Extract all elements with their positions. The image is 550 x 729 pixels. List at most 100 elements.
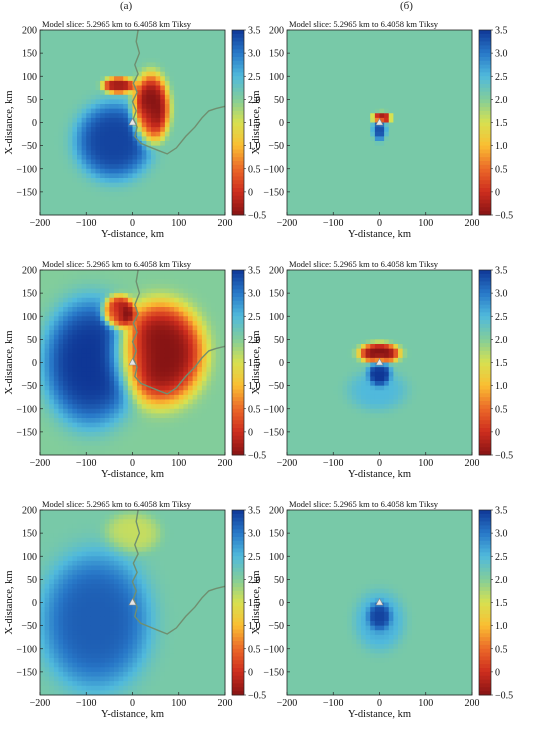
heatmap-cell — [155, 80, 161, 86]
heatmap-cell — [53, 325, 59, 331]
heatmap-cell — [220, 316, 226, 322]
heatmap-cell — [137, 131, 143, 137]
heatmap-cell — [192, 141, 198, 147]
heatmap-cell — [188, 413, 194, 419]
heatmap-cell — [63, 108, 69, 114]
heatmap-cell — [77, 127, 83, 133]
heatmap-cell — [72, 348, 78, 354]
heatmap-cell — [220, 311, 226, 317]
heatmap-cell — [430, 196, 436, 202]
heatmap-cell — [393, 201, 399, 207]
heatmap-cell — [365, 71, 371, 77]
heatmap-cell — [49, 48, 55, 54]
heatmap-cell — [439, 136, 445, 142]
heatmap-cell — [448, 201, 454, 207]
heatmap-cell — [183, 357, 189, 363]
heatmap-cell — [448, 164, 454, 170]
heatmap-cell — [58, 270, 64, 276]
heatmap-cell — [40, 399, 46, 405]
heatmap-cell — [425, 201, 431, 207]
heatmap-cell — [58, 85, 64, 91]
heatmap-cell — [132, 283, 138, 289]
heatmap-cell — [201, 357, 207, 363]
heatmap-cell — [160, 404, 166, 410]
heatmap-cell — [370, 30, 376, 36]
heatmap-cell — [109, 293, 115, 299]
heatmap-cell — [174, 288, 180, 294]
heatmap-cell — [155, 279, 161, 285]
heatmap-cell — [201, 71, 207, 77]
heatmap-cell — [462, 39, 468, 45]
heatmap-cell — [192, 131, 198, 137]
heatmap-cell — [384, 113, 390, 119]
heatmap-cell — [49, 399, 55, 405]
heatmap-cell — [421, 187, 427, 193]
heatmap-cell — [49, 191, 55, 197]
heatmap-cell — [444, 108, 450, 114]
heatmap-cell — [416, 122, 422, 128]
heatmap-cell — [118, 76, 124, 82]
heatmap-cell — [104, 436, 110, 442]
heatmap-cell — [458, 201, 464, 207]
heatmap-cell — [314, 108, 320, 114]
heatmap-cell — [324, 205, 330, 211]
heatmap-cell — [169, 376, 175, 382]
heatmap-cell — [95, 302, 101, 308]
heatmap-cell — [421, 173, 427, 179]
heatmap-cell — [201, 136, 207, 142]
heatmap-cell — [127, 145, 133, 151]
heatmap-cell — [86, 297, 92, 303]
heatmap-cell — [86, 117, 92, 123]
heatmap-cell — [388, 104, 394, 110]
heatmap-cell — [81, 90, 87, 96]
heatmap-cell — [49, 117, 55, 123]
heatmap-cell — [324, 154, 330, 160]
heatmap-cell — [439, 141, 445, 147]
heatmap-cell — [114, 293, 120, 299]
heatmap-cell — [333, 145, 339, 151]
heatmap-cell — [44, 353, 50, 359]
heatmap-cell — [384, 173, 390, 179]
heatmap-cell — [374, 145, 380, 151]
heatmap-cell — [215, 283, 221, 289]
heatmap-cell — [174, 48, 180, 54]
heatmap-cell — [379, 173, 385, 179]
heatmap-cell — [44, 344, 50, 350]
heatmap-cell — [305, 34, 311, 40]
heatmap-cell — [49, 348, 55, 354]
heatmap-cell — [215, 85, 221, 91]
heatmap-cell — [296, 210, 302, 216]
heatmap-cell — [351, 117, 357, 123]
heatmap-cell — [361, 94, 367, 100]
heatmap-cell — [448, 131, 454, 137]
heatmap-cell — [40, 145, 46, 151]
heatmap-cell — [77, 270, 83, 276]
heatmap-cell — [467, 182, 473, 188]
heatmap-cell — [328, 191, 334, 197]
heatmap-cell — [44, 178, 50, 184]
heatmap-cell — [40, 117, 46, 123]
heatmap-cell — [328, 196, 334, 202]
heatmap-cell — [137, 381, 143, 387]
heatmap-cell — [40, 90, 46, 96]
heatmap-cell — [374, 85, 380, 91]
heatmap-cell — [86, 113, 92, 119]
heatmap-cell — [305, 127, 311, 133]
heatmap-cell — [291, 113, 297, 119]
heatmap-cell — [67, 178, 73, 184]
heatmap-cell — [342, 150, 348, 156]
y-tick-label: −100 — [263, 164, 284, 175]
heatmap-cell — [296, 187, 302, 193]
heatmap-cell — [81, 302, 87, 308]
heatmap-cell — [114, 145, 120, 151]
heatmap-cell — [155, 404, 161, 410]
heatmap-cell — [40, 150, 46, 156]
heatmap-cell — [384, 164, 390, 170]
heatmap-cell — [188, 297, 194, 303]
heatmap-cell — [77, 122, 83, 128]
heatmap-cell — [402, 108, 408, 114]
heatmap-cell — [164, 205, 170, 211]
heatmap-cell — [458, 94, 464, 100]
heatmap-cell — [86, 348, 92, 354]
heatmap-cell — [337, 108, 343, 114]
